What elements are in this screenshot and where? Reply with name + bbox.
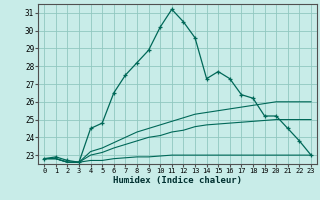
- X-axis label: Humidex (Indice chaleur): Humidex (Indice chaleur): [113, 176, 242, 185]
